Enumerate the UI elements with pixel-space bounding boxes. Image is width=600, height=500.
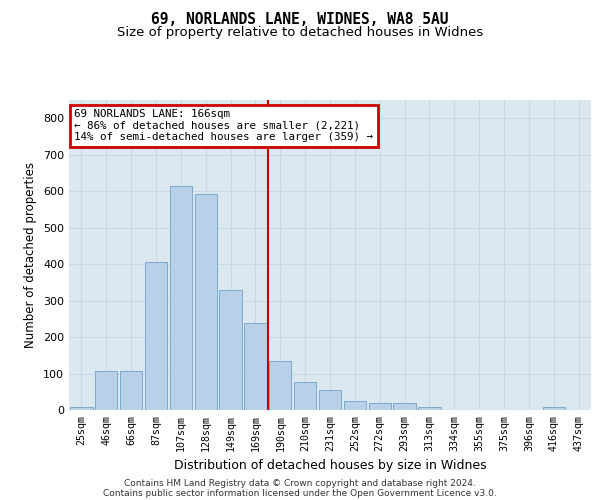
- Text: 69 NORLANDS LANE: 166sqm
← 86% of detached houses are smaller (2,221)
14% of sem: 69 NORLANDS LANE: 166sqm ← 86% of detach…: [74, 110, 373, 142]
- Text: Contains public sector information licensed under the Open Government Licence v3: Contains public sector information licen…: [103, 488, 497, 498]
- Y-axis label: Number of detached properties: Number of detached properties: [25, 162, 37, 348]
- Bar: [294, 382, 316, 410]
- Text: Contains HM Land Registry data © Crown copyright and database right 2024.: Contains HM Land Registry data © Crown c…: [124, 478, 476, 488]
- Bar: [244, 323, 266, 410]
- Bar: [394, 404, 416, 410]
- Bar: [418, 407, 440, 410]
- Bar: [145, 262, 167, 410]
- Text: Size of property relative to detached houses in Widnes: Size of property relative to detached ho…: [117, 26, 483, 39]
- X-axis label: Distribution of detached houses by size in Widnes: Distribution of detached houses by size …: [173, 459, 487, 472]
- Bar: [368, 404, 391, 410]
- Bar: [194, 194, 217, 410]
- Bar: [170, 186, 192, 410]
- Bar: [120, 370, 142, 410]
- Text: 69, NORLANDS LANE, WIDNES, WA8 5AU: 69, NORLANDS LANE, WIDNES, WA8 5AU: [151, 12, 449, 28]
- Bar: [344, 401, 366, 410]
- Bar: [319, 390, 341, 410]
- Bar: [220, 290, 242, 410]
- Bar: [269, 361, 292, 410]
- Bar: [70, 407, 92, 410]
- Bar: [95, 370, 118, 410]
- Bar: [542, 407, 565, 410]
